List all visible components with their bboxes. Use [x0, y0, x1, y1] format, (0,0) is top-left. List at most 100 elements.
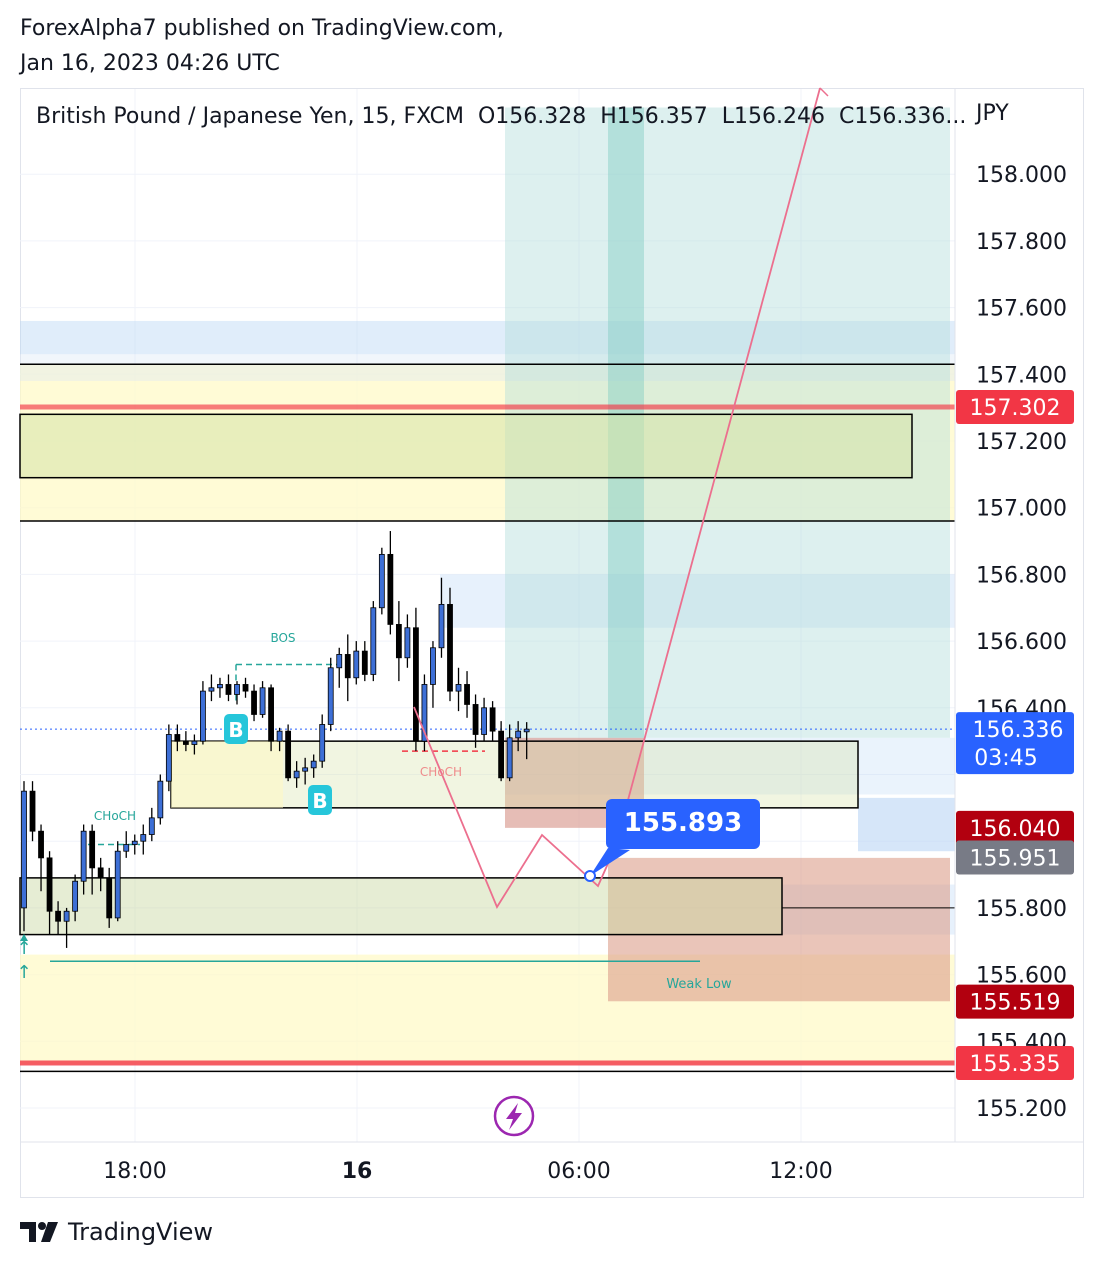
- y-tick-label: 155.200: [976, 1097, 1067, 1122]
- candle: [353, 641, 360, 685]
- price-callout-anchor: [584, 870, 596, 882]
- candle-body: [319, 724, 326, 762]
- candle: [302, 757, 309, 785]
- candle: [242, 677, 249, 698]
- lightning-icon: [493, 1095, 535, 1137]
- candle: [447, 587, 453, 702]
- candle-body: [472, 704, 479, 735]
- candle-body: [489, 707, 496, 732]
- candle-body: [438, 604, 445, 649]
- candle-body: [455, 684, 462, 692]
- candle: [268, 684, 274, 752]
- price-axis-badge-text: 155.519: [970, 991, 1061, 1016]
- levels-layer: [20, 363, 955, 1073]
- candle-body: [430, 647, 436, 685]
- candle: [46, 851, 53, 935]
- buy-signal-badge-1: B: [224, 714, 248, 744]
- tradingview-logo-icon: [20, 1222, 58, 1242]
- candle-body: [46, 857, 53, 912]
- candle-body: [276, 730, 283, 742]
- candle-body: [447, 604, 453, 692]
- candle: [191, 734, 198, 755]
- symbol-exchange: FXCM: [403, 104, 464, 129]
- published-by-line: ForexAlpha7 published on TradingView.com…: [20, 16, 504, 41]
- candle-body: [259, 687, 266, 715]
- candle-body: [140, 834, 147, 842]
- candle: [80, 824, 87, 895]
- order-block-upper: [19, 413, 913, 479]
- candle: [421, 674, 428, 752]
- x-tick-label: 06:00: [547, 1159, 610, 1184]
- candle-body: [55, 910, 61, 922]
- candle-body: [148, 817, 155, 835]
- candle-body: [21, 790, 27, 909]
- candle-body: [200, 690, 206, 742]
- y-tick-label: 156.600: [976, 630, 1067, 655]
- blue-zone-top-2: [20, 354, 955, 381]
- price-axis-badge-text: 155.951: [970, 847, 1061, 872]
- candle: [89, 824, 96, 895]
- projection-target-tick: [819, 87, 829, 97]
- candle-body: [395, 624, 402, 659]
- buy-signal-badge-1-pointer: [230, 714, 242, 718]
- candle-body: [506, 737, 513, 779]
- last-price-badge-bg: [956, 712, 1074, 775]
- tradingview-brand[interactable]: TradingView: [20, 1216, 213, 1248]
- price-axis-badge-text: 157.302: [970, 396, 1061, 421]
- candle: [259, 681, 266, 718]
- x-tick-label: 12:00: [769, 1159, 832, 1184]
- symbol-title[interactable]: British Pound / Japanese Yen, 15, FXCM O…: [36, 104, 967, 129]
- price-axis-badge: 155.335: [956, 1045, 1074, 1080]
- candle-body: [242, 684, 249, 692]
- choch-label-right: CHoCH: [420, 765, 462, 779]
- candle: [481, 697, 487, 742]
- candle: [97, 857, 104, 892]
- candle-body: [268, 687, 274, 742]
- candle-body: [498, 730, 505, 779]
- x-tick-label: 16: [342, 1159, 373, 1184]
- signal-badge-bg: [308, 785, 332, 815]
- y-tick-label: 157.200: [976, 430, 1067, 455]
- candle-body: [182, 740, 189, 745]
- candle: [251, 684, 257, 722]
- candle: [276, 727, 283, 752]
- ohlc-close: C156.336...: [839, 104, 967, 129]
- stop-loss-zone: [608, 857, 950, 1002]
- y-tick-label: 157.600: [976, 297, 1067, 322]
- price-axis-badge: 155.519: [956, 984, 1074, 1019]
- y-tick-label: 158.000: [976, 163, 1067, 188]
- candle-body: [174, 734, 181, 742]
- candle: [361, 641, 368, 682]
- candle: [395, 601, 402, 682]
- candle: [413, 607, 419, 752]
- candle: [430, 641, 436, 708]
- bos-label: BOS: [270, 631, 295, 645]
- signal-badge-text: B: [228, 718, 243, 742]
- candle-body: [63, 910, 70, 922]
- blue-zone-mid: [440, 574, 955, 628]
- y-tick-label: 155.600: [976, 964, 1067, 989]
- candle-body: [38, 830, 44, 859]
- symbol-interval: 15: [361, 104, 390, 129]
- candle-body: [344, 654, 351, 679]
- candle: [200, 681, 206, 745]
- candle: [225, 674, 232, 702]
- candle: [336, 647, 343, 688]
- candle: [285, 724, 292, 782]
- candle-body: [131, 840, 138, 845]
- candle: [344, 634, 351, 702]
- order-block-middle-left: [171, 741, 283, 808]
- candle-body: [327, 667, 334, 725]
- candle: [63, 907, 70, 948]
- price-axis-badge-bg: [956, 810, 1074, 845]
- candle-body: [361, 650, 368, 675]
- price-axis-badge-bg: [956, 984, 1074, 1019]
- candle-body: [302, 767, 309, 772]
- candle: [140, 824, 147, 855]
- y-tick-label: 157.400: [976, 363, 1067, 388]
- candle: [464, 671, 470, 718]
- y-tick-label: 156.800: [976, 563, 1067, 588]
- ohlc-open: O156.328: [477, 104, 587, 129]
- ohlc-high: H156.357: [600, 104, 708, 129]
